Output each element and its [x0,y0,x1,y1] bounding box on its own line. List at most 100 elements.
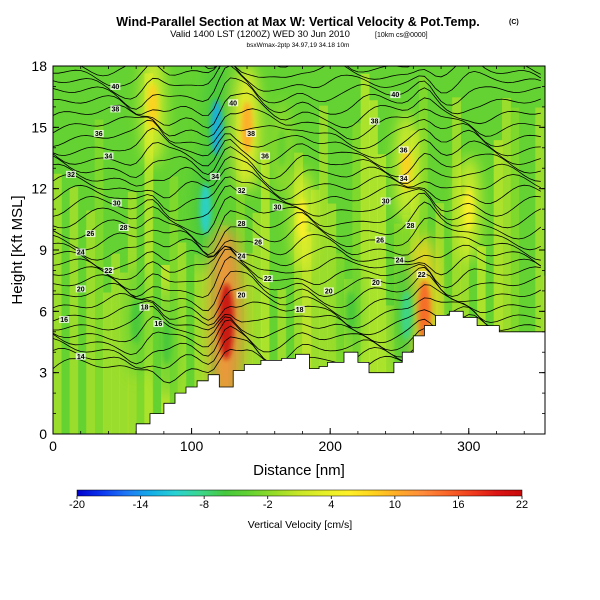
x-tick-label: 100 [180,438,204,454]
theta-contour [53,244,542,271]
x-tick-label: 200 [319,438,343,454]
y-tick-label: 12 [31,181,47,197]
theta-label: 36 [260,152,271,160]
theta-contour [53,138,541,169]
theta-label: 20 [75,285,86,293]
velocity-stripe [460,196,470,434]
x-axis: 0 100 200 300 [49,66,525,454]
colorbar-tick-label: -8 [199,499,209,511]
svg-text:28: 28 [407,223,415,230]
theta-contour [53,77,541,117]
velocity-stripe [194,254,204,434]
theta-label: 28 [118,224,129,232]
svg-text:16: 16 [60,317,68,324]
svg-text:34: 34 [105,153,113,160]
theta-contour [53,234,541,261]
velocity-stripe [335,253,345,434]
updraft-core [241,101,253,153]
svg-text:30: 30 [274,205,282,212]
theta-label: 34 [103,152,114,160]
svg-text:24: 24 [396,258,404,265]
svg-text:36: 36 [261,153,269,160]
velocity-stripe [86,210,96,434]
velocity-stripe [468,116,478,434]
theta-label: 34 [398,174,409,183]
svg-text:40: 40 [229,100,237,107]
theta-label: 30 [272,203,283,212]
velocity-stripe [202,230,212,434]
svg-text:18: 18 [141,305,149,312]
colorbar-tick-label: 10 [389,499,401,511]
velocity-stripe [77,95,87,434]
theta-label: 26 [375,236,386,244]
velocity-stripe [360,73,370,434]
svg-text:40: 40 [391,92,399,99]
y-tick-label: 18 [31,58,47,74]
colorbar-tick-label: 22 [516,499,528,511]
svg-text:32: 32 [67,172,75,179]
theta-contour [53,217,541,256]
valid-time-suffix: [10km cs@0000] [375,32,428,39]
velocity-stripe [452,97,461,434]
svg-text:36: 36 [400,147,408,154]
svg-text:26: 26 [87,231,95,238]
velocity-stripe [244,253,254,434]
theta-contour [53,245,542,281]
x-axis-label: Distance [nm] [253,462,345,479]
colorbar: -20 -14 -8 -2 4 10 16 22 Vertical Velocity [cm/… [69,489,528,531]
theta-contour [53,176,541,212]
velocity-stripe [302,231,312,434]
theta-label: 24 [75,248,86,257]
downdraft-core [400,290,412,340]
velocity-stripe [285,210,295,434]
theta-contour [53,192,541,236]
theta-contour [53,66,542,88]
theta-contour [53,118,541,150]
velocity-stripe [235,94,245,434]
velocity-stripe [319,105,328,434]
y-tick-label: 9 [39,242,47,258]
theta-label: 26 [85,230,96,238]
theta-label: 34 [210,172,221,181]
svg-text:22: 22 [264,276,272,283]
theta-label: 24 [236,252,247,261]
velocity-stripe [119,272,129,434]
theta-contour [53,166,541,200]
theta-label: 16 [59,316,70,324]
velocity-stripe [368,100,378,434]
theta-label: 36 [93,129,104,138]
theta-labels: 40 40 40 38 38 38 36 36 36 34 34 34 32 32 30 30 30 28 28 28… [59,82,427,361]
velocity-stripe [493,140,503,434]
velocity-stripe [53,173,62,434]
theta-label: 22 [262,275,273,283]
updraft-core [297,198,308,240]
svg-text:22: 22 [418,272,426,279]
svg-text:28: 28 [238,221,246,228]
velocity-stripe [69,187,79,434]
velocity-stripe [294,152,303,434]
terrain [53,310,545,434]
theta-contour [53,92,541,129]
colorbar-tick-label: -2 [263,499,273,511]
theta-label: 28 [236,219,247,228]
svg-text:38: 38 [371,119,379,126]
chart-subtitle: bsxWmax-2ptp 34.97,19 34.18 10m [247,42,350,49]
svg-text:20: 20 [372,280,380,287]
svg-text:16: 16 [154,321,162,328]
theta-contour [53,284,541,321]
theta-label: 18 [294,305,305,314]
chart-title: Wind-Parallel Section at Max W: Vertical… [116,15,479,29]
theta-label: 22 [103,266,114,275]
theta-contour [53,108,541,141]
colorbar-label: Vertical Velocity [cm/s] [248,519,353,531]
theta-label: 38 [246,129,257,138]
theta-contour [53,185,541,221]
velocity-stripe [177,242,187,434]
svg-text:14: 14 [77,354,85,361]
svg-text:24: 24 [238,254,246,261]
y-tick-label: 3 [39,365,47,381]
svg-text:34: 34 [400,176,408,183]
colorbar-tick-label: 4 [328,499,334,511]
